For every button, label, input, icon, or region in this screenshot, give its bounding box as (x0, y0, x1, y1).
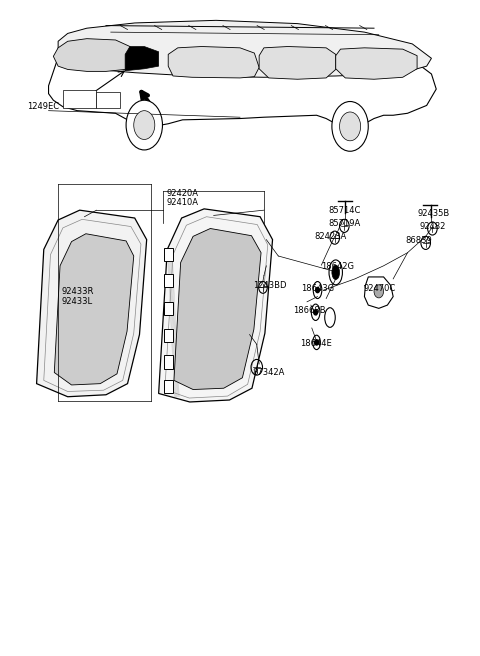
Ellipse shape (332, 265, 339, 279)
Text: 1243BD: 1243BD (253, 281, 287, 290)
Text: 92433L: 92433L (62, 297, 93, 306)
Circle shape (332, 102, 368, 152)
Polygon shape (53, 39, 135, 72)
Text: 18668B: 18668B (293, 306, 325, 315)
Bar (164, 274, 173, 287)
Circle shape (314, 310, 318, 315)
Polygon shape (58, 20, 432, 77)
Circle shape (339, 112, 360, 141)
Circle shape (374, 285, 384, 298)
Text: 92433R: 92433R (62, 287, 95, 296)
Text: 18644E: 18644E (300, 339, 332, 348)
Bar (164, 248, 173, 261)
Polygon shape (125, 47, 158, 71)
Polygon shape (168, 47, 259, 78)
Bar (164, 302, 173, 315)
Text: 86839: 86839 (405, 236, 432, 245)
Polygon shape (36, 210, 147, 397)
Text: 18643G: 18643G (301, 283, 335, 293)
Polygon shape (174, 228, 261, 390)
Bar (164, 329, 173, 342)
Text: 92435B: 92435B (417, 209, 449, 218)
Polygon shape (48, 22, 436, 127)
Text: 92482: 92482 (420, 222, 446, 231)
Polygon shape (364, 277, 393, 308)
Text: 92410A: 92410A (167, 199, 199, 207)
Polygon shape (336, 48, 417, 79)
Circle shape (126, 100, 162, 150)
Circle shape (316, 287, 320, 293)
Circle shape (315, 340, 319, 345)
Bar (63, 90, 96, 108)
Polygon shape (259, 47, 336, 79)
Circle shape (134, 111, 155, 140)
Text: 82423A: 82423A (314, 232, 347, 241)
Text: 85719A: 85719A (328, 218, 361, 228)
Bar (96, 92, 120, 108)
Polygon shape (54, 234, 134, 385)
Text: 92470C: 92470C (363, 283, 395, 293)
Text: 92420A: 92420A (167, 189, 199, 197)
Polygon shape (158, 209, 273, 402)
Text: 18642G: 18642G (322, 262, 354, 271)
Bar (164, 380, 173, 394)
Text: 1249EC: 1249EC (27, 102, 59, 112)
Bar (164, 356, 173, 369)
Text: 85714C: 85714C (328, 206, 361, 215)
Text: 87342A: 87342A (252, 368, 285, 377)
